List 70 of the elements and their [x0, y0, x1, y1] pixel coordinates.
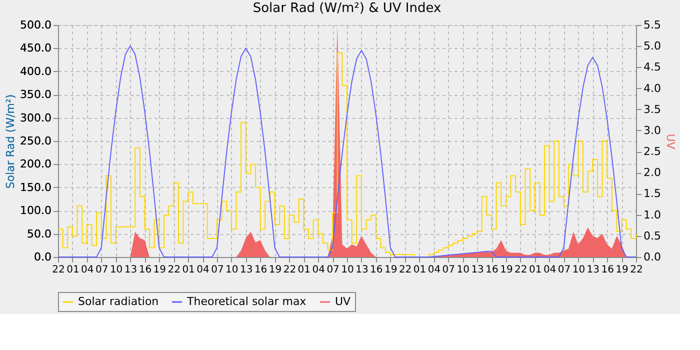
x-tick-label: 22 — [283, 264, 296, 276]
y-tick-label: 500.0 — [20, 18, 52, 32]
y2-tick-label: 2.5 — [644, 145, 661, 158]
y2-tick-label: 3.0 — [644, 124, 661, 137]
y-axis-title: Solar Rad (W/m²) — [4, 94, 18, 189]
x-tick-label: 13 — [356, 264, 368, 276]
x-tick-label: 13 — [124, 264, 138, 276]
x-tick-label: 10 — [456, 264, 470, 276]
y-tick-label: 250.0 — [20, 134, 52, 148]
x-tick-label: 01 — [182, 264, 195, 276]
x-tick-label: 04 — [196, 264, 210, 276]
x-tick-label: 22 — [514, 264, 528, 276]
x-tick-label: 04 — [81, 264, 94, 276]
y2-tick-label: 0.5 — [644, 229, 661, 242]
x-tick-label: 01 — [413, 264, 426, 276]
y-tick-label: 0.0 — [34, 250, 52, 264]
chart-title: Solar Rad (W/m²) & UV Index — [252, 1, 442, 16]
y2-tick-label: 2.0 — [644, 166, 661, 180]
x-tick-label: 16 — [138, 264, 152, 276]
y-tick-label: 50.0 — [27, 227, 52, 240]
x-tick-label: 19 — [268, 264, 282, 276]
y-tick-label: 300.0 — [20, 111, 52, 124]
x-tick-label: 22 — [398, 264, 412, 276]
x-tick-label: 16 — [254, 264, 268, 276]
y2-axis-title: UV — [664, 134, 677, 150]
y2-tick-label: 1.5 — [644, 187, 661, 200]
x-tick-label: 01 — [528, 264, 542, 276]
y-tick-label: 400.0 — [20, 64, 52, 78]
x-tick-label: 01 — [298, 264, 311, 276]
x-tick-label: 19 — [384, 264, 398, 276]
y2-tick-label: 4.0 — [644, 82, 661, 95]
x-tick-label: 13 — [240, 264, 253, 276]
x-tick-label: 19 — [153, 264, 166, 276]
x-tick-label: 22 — [52, 264, 65, 276]
x-tick-label: 07 — [442, 264, 456, 276]
x-tick-label: 19 — [616, 264, 628, 276]
x-tick-label: 16 — [486, 264, 498, 276]
x-tick-label: 07 — [95, 264, 108, 276]
y-tick-label: 100.0 — [20, 204, 52, 218]
x-tick-label: 13 — [586, 264, 600, 276]
y2-tick-label: 1.0 — [644, 208, 661, 222]
x-tick-label: 04 — [543, 264, 556, 276]
x-tick-label: 07 — [558, 264, 571, 276]
y-tick-label: 150.0 — [20, 180, 52, 194]
x-tick-label: 22 — [630, 264, 643, 276]
y2-tick-label: 5.5 — [644, 18, 661, 32]
y-tick-label: 450.0 — [20, 42, 52, 55]
y2-tick-label: 3.5 — [644, 102, 661, 116]
y2-tick-label: 0.0 — [644, 250, 661, 264]
x-tick-label: 10 — [572, 264, 586, 276]
legend-label: UV — [335, 295, 352, 308]
y-tick-label: 350.0 — [20, 88, 52, 102]
x-tick-label: 10 — [226, 264, 238, 276]
legend-label: Solar radiation — [78, 295, 159, 308]
x-tick-label: 13 — [471, 264, 484, 276]
x-tick-label: 10 — [110, 264, 123, 276]
x-tick-label: 22 — [168, 264, 180, 276]
x-tick-label: 07 — [326, 264, 340, 276]
x-tick-label: 01 — [66, 264, 80, 276]
x-tick-label: 07 — [211, 264, 224, 276]
x-tick-label: 19 — [500, 264, 513, 276]
y2-tick-label: 5.0 — [644, 40, 661, 53]
x-tick-label: 04 — [428, 264, 441, 276]
x-tick-label: 10 — [341, 264, 354, 276]
x-tick-label: 16 — [370, 264, 383, 276]
legend-label: Theoretical solar max — [186, 295, 307, 308]
x-tick-label: 04 — [312, 264, 325, 276]
y-tick-label: 200.0 — [20, 158, 52, 171]
y2-tick-label: 4.5 — [644, 60, 661, 74]
x-tick-label: 16 — [601, 264, 614, 276]
